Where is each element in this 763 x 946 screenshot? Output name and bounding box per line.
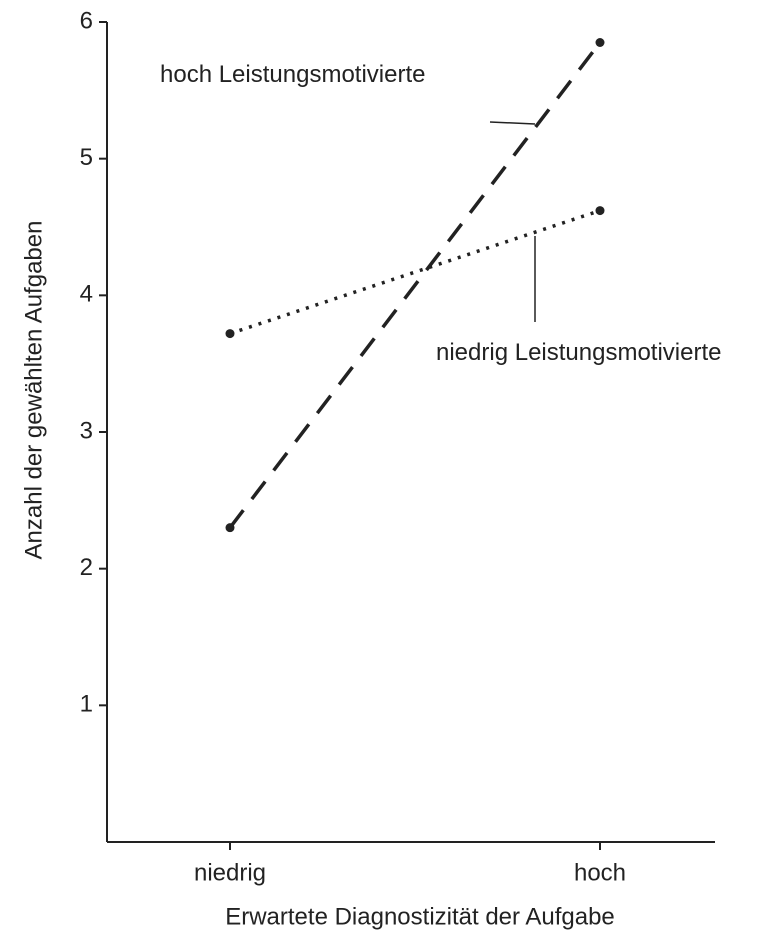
series-line (228, 41, 602, 529)
series-line (229, 208, 601, 336)
x-axis-title: Erwartete Diagnostizität der Aufgabe (225, 903, 615, 930)
data-point (595, 206, 605, 216)
y-tick-label: 4 (80, 281, 93, 308)
data-point (225, 329, 235, 339)
x-tick-label: hoch (574, 859, 626, 886)
y-tick-label: 2 (80, 554, 93, 581)
y-tick-label: 5 (80, 144, 93, 171)
y-axis-title: Anzahl der gewählten Aufgaben (20, 221, 47, 560)
data-point (595, 38, 605, 47)
y-tick-label: 1 (80, 691, 93, 718)
y-tick-label: 6 (80, 7, 93, 34)
leader-line (489, 121, 536, 125)
x-tick-label: niedrig (194, 859, 266, 886)
series-label: hoch Leistungsmotivierte (160, 61, 426, 88)
y-tick-label: 3 (80, 417, 93, 444)
data-point (225, 523, 235, 533)
series-label: niedrig Leistungsmotivierte (436, 339, 722, 366)
